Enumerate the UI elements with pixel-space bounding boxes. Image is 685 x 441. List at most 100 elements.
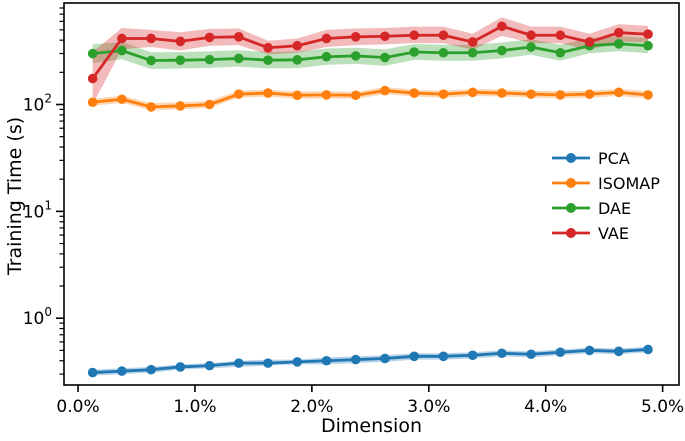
marker-pca <box>643 344 653 355</box>
marker-pca <box>497 348 507 359</box>
marker-dae <box>350 51 361 61</box>
x-tick-label: 1.0% <box>173 397 216 417</box>
marker-isomap <box>467 87 478 98</box>
marker-pca <box>584 345 595 356</box>
marker-pca <box>263 358 273 368</box>
marker-isomap <box>87 97 98 108</box>
marker-dae <box>643 40 653 51</box>
marker-vae <box>87 73 98 84</box>
band-dae <box>92 36 649 69</box>
marker-pca <box>438 351 449 362</box>
legend-label-isomap: ISOMAP <box>598 174 660 193</box>
marker-dae <box>263 55 273 65</box>
legend-marker-isomap <box>566 178 576 188</box>
marker-pca <box>117 366 127 376</box>
marker-pca <box>613 346 624 357</box>
marker-isomap <box>263 88 273 98</box>
marker-vae <box>146 33 156 44</box>
legend-entry-vae: VAE <box>552 224 629 243</box>
x-tick-label: 4.0% <box>524 397 567 417</box>
marker-vae <box>438 30 449 41</box>
marker-dae <box>204 54 215 65</box>
marker-vae <box>175 36 186 47</box>
marker-pca <box>146 364 156 375</box>
x-axis-title: Dimension <box>321 415 422 437</box>
marker-isomap <box>555 90 566 100</box>
marker-vae <box>409 30 419 41</box>
marker-isomap <box>117 94 127 105</box>
legend-marker-vae <box>566 228 576 238</box>
marker-dae <box>233 53 244 64</box>
x-tick-label: 3.0% <box>407 397 450 417</box>
marker-dae <box>438 47 449 58</box>
marker-vae <box>584 37 595 47</box>
y-tick-label: 101 <box>23 198 52 222</box>
marker-vae <box>613 27 624 38</box>
legend-entry-isomap: ISOMAP <box>552 174 660 193</box>
marker-pca <box>233 358 244 368</box>
marker-isomap <box>146 102 156 112</box>
x-tick-label: 2.0% <box>290 397 333 417</box>
legend-entry-pca: PCA <box>552 149 630 168</box>
marker-isomap <box>175 101 186 111</box>
marker-vae <box>380 31 390 42</box>
plot-border <box>63 2 680 386</box>
marker-isomap <box>526 89 536 99</box>
marker-vae <box>321 33 332 44</box>
marker-dae <box>555 47 566 58</box>
marker-pca <box>380 353 390 364</box>
series-line-pca <box>91 348 650 374</box>
marker-pca <box>87 367 98 378</box>
legend-label-dae: DAE <box>598 199 631 218</box>
marker-vae <box>555 30 566 41</box>
series-line-isomap <box>91 89 650 109</box>
marker-pca <box>175 362 186 372</box>
marker-isomap <box>613 87 624 98</box>
marker-isomap <box>409 88 419 98</box>
marker-vae <box>497 21 507 32</box>
marker-dae <box>380 52 390 63</box>
marker-vae <box>233 32 244 42</box>
y-axis-title: Training Time (s) <box>4 116 26 276</box>
marker-isomap <box>292 90 303 101</box>
marker-vae <box>292 40 303 51</box>
legend-label-pca: PCA <box>598 149 630 168</box>
marker-vae <box>526 30 536 41</box>
legend-marker-pca <box>566 153 576 163</box>
y-tick-label: 102 <box>23 92 52 116</box>
legend-label-vae: VAE <box>598 224 629 243</box>
marker-pca <box>350 354 361 365</box>
marker-pca <box>321 355 332 366</box>
legend-marker-dae <box>566 203 576 213</box>
legend-entry-dae: DAE <box>552 199 631 218</box>
marker-pca <box>409 351 419 362</box>
marker-vae <box>643 29 653 39</box>
marker-pca <box>467 350 478 361</box>
y-tick-label: 100 <box>23 305 52 329</box>
marker-vae <box>204 32 215 43</box>
marker-isomap <box>233 89 244 99</box>
marker-isomap <box>643 90 653 100</box>
x-tick-label: 0.0% <box>56 397 99 417</box>
marker-vae <box>117 33 127 44</box>
band-vae <box>92 17 649 105</box>
marker-dae <box>117 45 127 56</box>
legend: PCA ISOMAP DAE VAE <box>552 149 660 243</box>
marker-dae <box>467 47 478 58</box>
marker-pca <box>555 347 566 358</box>
marker-vae <box>350 32 361 42</box>
marker-isomap <box>438 89 449 99</box>
marker-isomap <box>204 99 215 110</box>
marker-isomap <box>321 90 332 100</box>
series-line-vae <box>91 24 650 80</box>
marker-isomap <box>584 89 595 99</box>
marker-dae <box>87 48 98 59</box>
marker-isomap <box>497 88 507 98</box>
marker-vae <box>467 37 478 47</box>
marker-dae <box>613 38 624 49</box>
series-line-dae <box>91 42 650 62</box>
marker-dae <box>146 55 156 66</box>
marker-dae <box>526 42 536 52</box>
